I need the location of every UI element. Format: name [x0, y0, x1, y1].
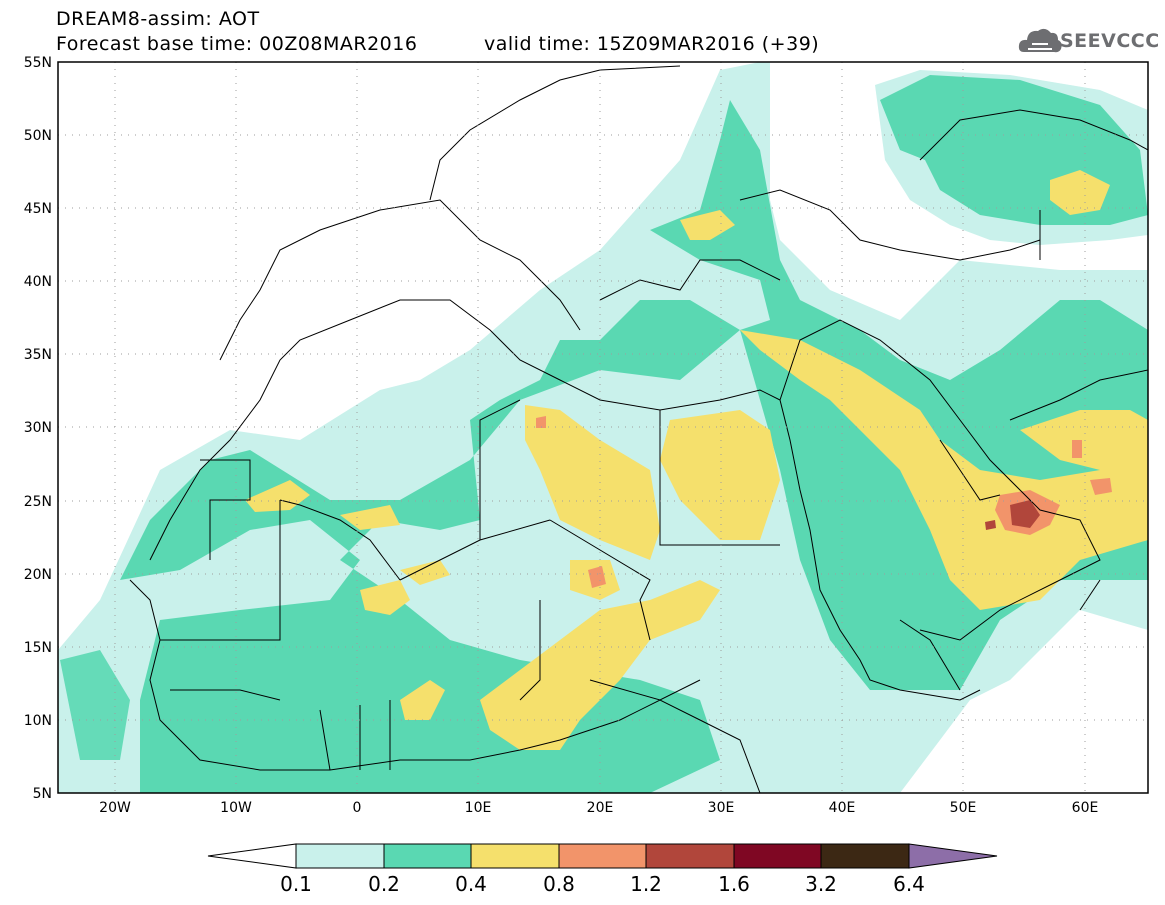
colorbar-label: 1.6	[718, 872, 750, 896]
lat-label: 55N	[24, 55, 52, 71]
valid-time: valid time: 15Z09MAR2016 (+39)	[484, 33, 820, 55]
colorbar-segment	[733, 843, 822, 869]
colorbar-label: 6.4	[893, 872, 925, 896]
aot-field	[58, 62, 1148, 793]
lon-label: 50E	[950, 800, 977, 816]
colorbar-label: 0.4	[455, 872, 487, 896]
colorbar-segment	[470, 843, 560, 869]
colorbar-segment	[558, 843, 647, 869]
lon-label: 20E	[587, 800, 614, 816]
lon-label: 10W	[220, 800, 252, 816]
lat-axis: 55N 50N 45N 40N 35N 30N 25N 20N 15N 10N …	[24, 55, 52, 802]
colorbar-segment	[295, 843, 385, 869]
colorbar-label: 3.2	[805, 872, 837, 896]
colorbar-over-arrow	[908, 843, 998, 869]
lon-axis: 20W 10W 0 10E 20E 30E 40E 50E 60E	[99, 800, 1098, 816]
lat-label: 10N	[24, 713, 52, 729]
colorbar-segment	[383, 843, 472, 869]
graticule	[58, 62, 1148, 793]
lon-label: 20W	[99, 800, 131, 816]
lat-label: 35N	[24, 347, 52, 363]
logo-text: SEEVCCC	[1060, 30, 1160, 52]
colorbar-under-arrow	[207, 843, 297, 869]
lat-label: 15N	[24, 640, 52, 656]
lon-label: 30E	[708, 800, 735, 816]
lat-label: 50N	[24, 128, 52, 144]
lon-label: 0	[353, 800, 362, 816]
forecast-base-time: Forecast base time: 00Z08MAR2016	[56, 33, 418, 55]
map-title: DREAM8-assim: AOT	[56, 8, 260, 30]
map-frame	[57, 61, 1149, 794]
colorbar-segment	[645, 843, 735, 869]
lat-label: 40N	[24, 274, 52, 290]
cloud-icon	[1018, 28, 1062, 53]
lat-label: 20N	[24, 567, 52, 583]
lon-label: 10E	[465, 800, 492, 816]
lon-label: 40E	[829, 800, 856, 816]
lat-label: 45N	[24, 201, 52, 217]
colorbar-label: 0.8	[543, 872, 575, 896]
lat-label: 30N	[24, 420, 52, 436]
lon-label: 60E	[1072, 800, 1099, 816]
colorbar-label: 0.2	[368, 872, 400, 896]
colorbar-segment	[820, 843, 910, 869]
colorbar-label: 0.1	[280, 872, 312, 896]
colorbar-label: 1.2	[630, 872, 662, 896]
lat-label: 25N	[24, 494, 52, 510]
lat-label: 5N	[33, 786, 52, 802]
